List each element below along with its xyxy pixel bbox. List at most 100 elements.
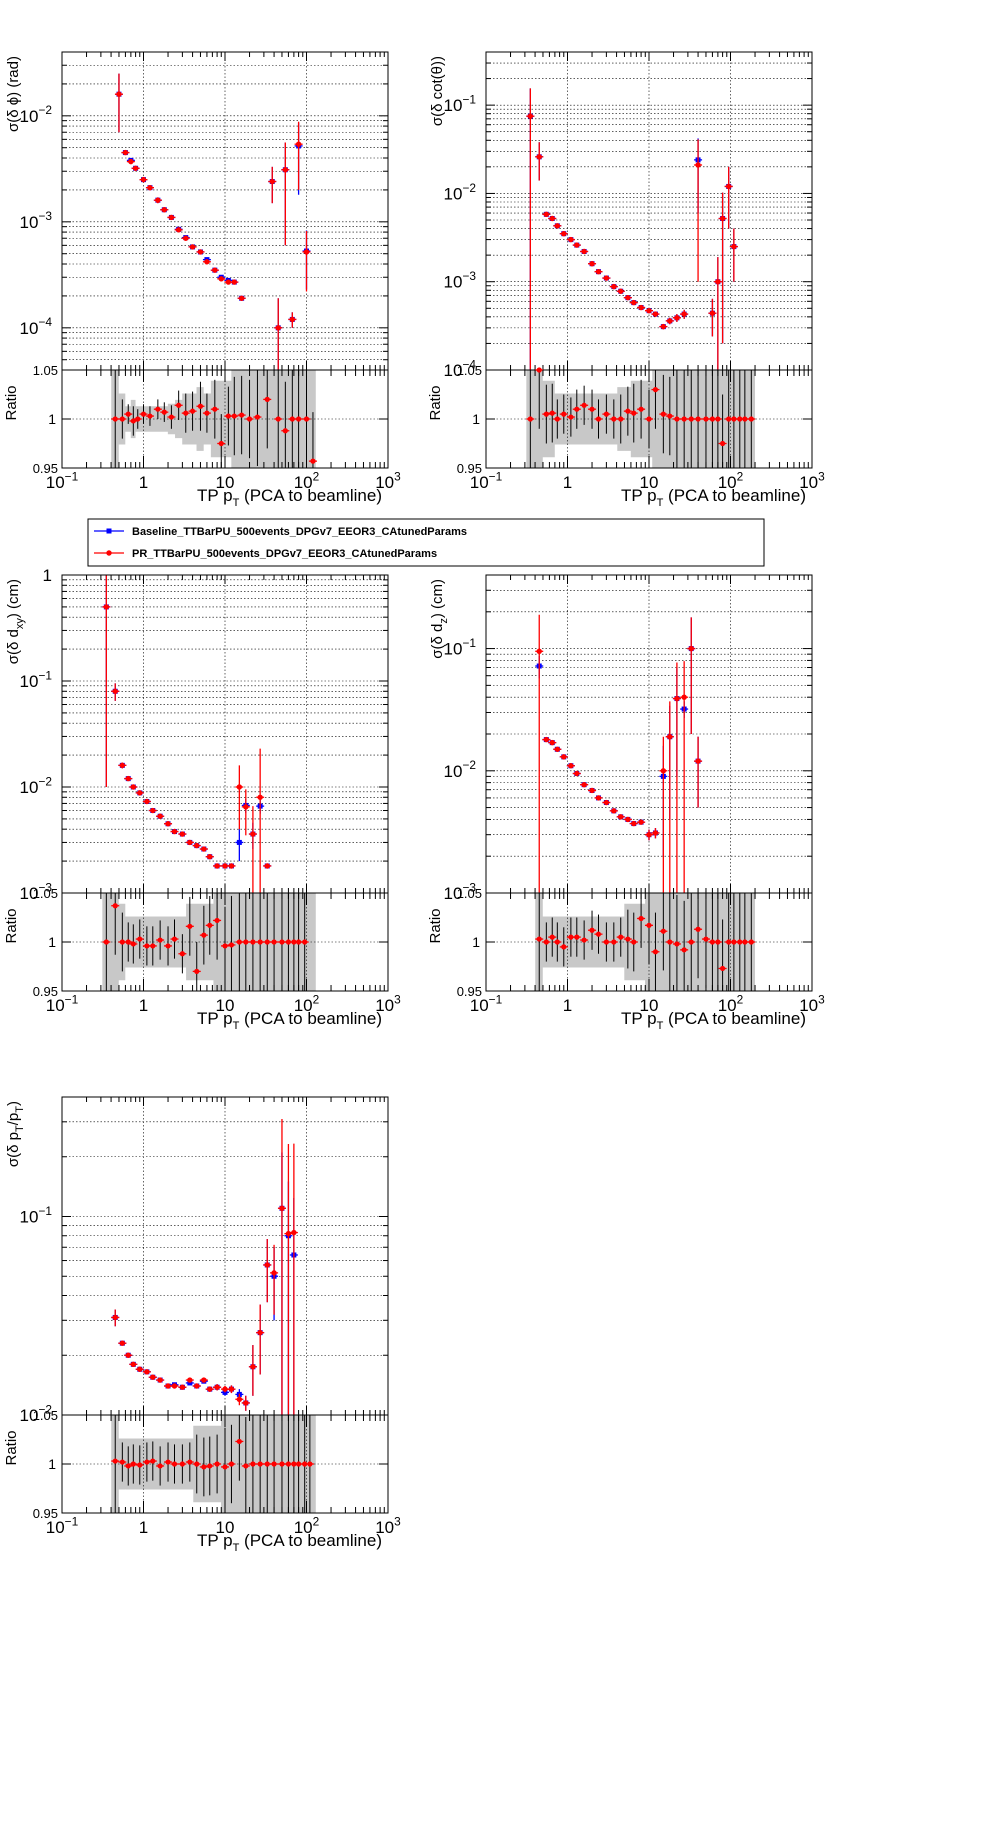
x-tick-label: 10: [216, 473, 235, 492]
ratio-point: [140, 411, 147, 417]
ratio-point: [157, 1463, 163, 1469]
pr-point: [137, 1366, 143, 1372]
ratio-point: [264, 939, 270, 945]
y-tick-label: 10−4: [20, 315, 53, 338]
pr-point: [222, 863, 228, 869]
ratio-point: [703, 936, 709, 942]
x-tick-label: 102: [294, 469, 320, 492]
pr-point: [225, 279, 232, 285]
pr-point: [688, 645, 694, 652]
ratio-point: [239, 412, 245, 418]
ratio-tick-label: 1.05: [33, 886, 58, 901]
uncertainty-band: [535, 893, 756, 991]
ratio-point: [194, 1461, 200, 1467]
y-tick-label: 10−2: [20, 103, 53, 126]
pr-point: [112, 688, 118, 694]
pr-point: [275, 325, 281, 331]
pr-point: [179, 1384, 186, 1390]
pr-point: [561, 754, 567, 760]
x-tick-label: 103: [799, 469, 825, 492]
pr-point: [189, 244, 196, 250]
main-xticks: [485, 574, 812, 894]
x-tick-label: 1: [139, 996, 148, 1015]
y-tick-label: 10−3: [444, 880, 477, 903]
ratio-point: [189, 408, 196, 414]
ratio-point: [695, 416, 701, 422]
ratio-point: [536, 936, 542, 942]
pr-point: [589, 787, 595, 794]
y-axis-label: σ(δ dxy) (cm): [5, 579, 26, 664]
y-tick-label: 10−2: [20, 774, 53, 797]
ratio-point: [201, 1464, 207, 1470]
pr-point: [201, 1377, 207, 1383]
pr-point: [137, 790, 143, 796]
pr-point: [250, 831, 256, 837]
pr-point: [674, 695, 680, 702]
pr-point: [264, 1262, 270, 1268]
pr-point: [625, 294, 631, 301]
ratio-pad: 0.95 1 1.05 Ratio: [3, 363, 389, 476]
ratio-point: [296, 416, 302, 422]
y-axis-label: σ(δ cot(θ)): [429, 56, 446, 126]
ratio-ticks: [485, 369, 812, 469]
x-tick-label: 102: [718, 469, 744, 492]
pr-point: [243, 1400, 249, 1406]
main-xticks: [485, 51, 812, 371]
ratio-point: [703, 416, 709, 422]
ratio-point: [130, 941, 136, 947]
pr-point: [140, 176, 147, 183]
ratio-point: [527, 416, 533, 422]
ratio-point: [611, 416, 617, 422]
ratio-point: [275, 416, 281, 422]
ratio-point: [271, 939, 277, 945]
pr-point: [130, 1361, 137, 1368]
ratio-point: [250, 1461, 256, 1467]
ratio-point: [568, 934, 574, 940]
ratio-point: [625, 936, 631, 942]
y-tick-label: 10−1: [20, 1204, 53, 1227]
pr-point: [618, 814, 624, 820]
pr-point: [183, 235, 189, 241]
series-layer: [102, 575, 272, 893]
ratio-point: [187, 1459, 193, 1465]
pr-point: [119, 762, 126, 769]
pr-point: [652, 311, 659, 317]
ratio-pad: 0.95 1 1.05 Ratio: [427, 886, 813, 999]
pr-point: [595, 795, 602, 801]
ratio-point: [212, 406, 218, 412]
pr-point: [589, 260, 595, 267]
ratio-point: [720, 440, 726, 447]
pr-point: [150, 807, 156, 814]
x-axis-label: TP pT (PCA to beamline): [197, 1531, 382, 1554]
x-tick-label: 102: [718, 992, 744, 1015]
pr-point: [155, 197, 161, 203]
ratio-tick-label: 0.95: [33, 461, 58, 476]
ratio-point: [667, 413, 673, 419]
pr-point: [543, 736, 550, 743]
pr-point: [543, 211, 550, 218]
ratio-point: [660, 928, 666, 934]
ratio-point: [291, 939, 297, 945]
pr-point: [122, 149, 129, 156]
ratio-point: [147, 413, 153, 419]
x-tick-label: 10−1: [46, 1514, 79, 1537]
ratio-point: [125, 411, 131, 417]
x-axis-label: TP pT (PCA to beamline): [197, 1009, 382, 1032]
x-tick-label: 1: [139, 1518, 148, 1537]
ratio-point: [688, 416, 694, 422]
ratio-point: [207, 922, 213, 928]
pr-point: [269, 178, 275, 185]
ratio-tick-label: 0.95: [457, 461, 482, 476]
ratio-y-label: Ratio: [3, 908, 20, 943]
pr-point: [218, 276, 224, 282]
ratio-point: [731, 416, 737, 422]
ratio-pad: 0.95 1 1.05 Ratio: [427, 363, 813, 476]
pr-point: [236, 784, 243, 790]
ratio-point: [250, 939, 256, 945]
pr-point: [214, 1384, 220, 1390]
ratio-point: [561, 411, 567, 417]
ratio-point: [589, 927, 595, 933]
pr-point: [194, 842, 200, 849]
ratio-point: [165, 943, 171, 949]
x-tick-label: 10−1: [470, 469, 503, 492]
